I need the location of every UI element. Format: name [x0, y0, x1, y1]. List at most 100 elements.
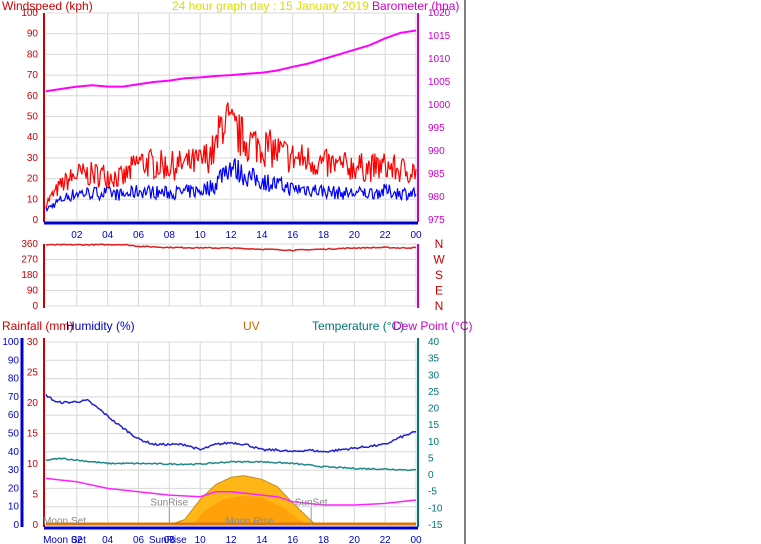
humidity-tick-label: 60 — [8, 410, 20, 421]
temperature-tick-label: 5 — [428, 453, 434, 464]
windspeed-tick-label: 100 — [21, 8, 38, 19]
hour-tick-label: 06 — [133, 535, 145, 544]
dewpoint-series-line — [45, 477, 417, 506]
barometer-series-line — [45, 29, 417, 93]
dewpoint-axis-title: Dew Point (°C) — [393, 319, 472, 333]
humidity-tick-label: 20 — [8, 483, 20, 494]
uv-axis-title: UV — [243, 319, 260, 333]
barometer-tick-label: 1020 — [428, 8, 451, 19]
temperature-tick-label: 10 — [428, 437, 440, 448]
moonrise-label: Moon Rise — [226, 516, 274, 527]
windspeed-tick-label: 20 — [27, 174, 39, 185]
rainfall-tick-label: 30 — [27, 337, 39, 348]
humidity-tick-label: 30 — [8, 465, 20, 476]
barometer-tick-label: 975 — [428, 215, 445, 226]
solar-core-area — [192, 495, 309, 525]
temperature-axis-title: Temperature (°C) — [312, 319, 404, 333]
windspeed-tick-label: 40 — [27, 132, 39, 143]
windspeed-tick-label: 50 — [27, 112, 39, 123]
humidity-tick-label: 10 — [8, 502, 20, 513]
barometer-axis-title: Barometer (hpa) — [372, 0, 459, 13]
barometer-tick-label: 990 — [428, 146, 445, 157]
barometer-tick-label: 1000 — [428, 100, 451, 111]
gust-series-line — [45, 102, 417, 209]
compass-label: N — [435, 237, 444, 251]
windspeed-axis-title: Windspeed (kph) — [2, 0, 93, 13]
hour-tick-label: 22 — [380, 535, 392, 544]
temperature-tick-label: -15 — [428, 520, 443, 531]
graph-title: 24 hour graph day : 15 January 2019 — [172, 0, 369, 13]
windspeed-tick-label: 10 — [27, 194, 39, 205]
temperature-tick-label: 25 — [428, 387, 440, 398]
hour-tick-label: 12 — [225, 230, 237, 241]
direction-series-line — [45, 243, 417, 252]
barometer-tick-label: 985 — [428, 169, 445, 180]
hour-tick-label: 18 — [318, 230, 330, 241]
rainfall-tick-label: 15 — [27, 429, 39, 440]
rainfall-tick-label: 0 — [32, 520, 38, 531]
temperature-tick-label: 35 — [428, 354, 440, 365]
humidity-tick-label: 70 — [8, 392, 20, 403]
rainfall-tick-label: 20 — [27, 398, 39, 409]
hour-tick-label: 20 — [349, 535, 361, 544]
temperature-humidity-plot: 0102030405060708090100051015202530-15-10… — [2, 337, 443, 544]
humidity-tick-label: 50 — [8, 429, 20, 440]
direction-tick-label: 180 — [21, 270, 38, 281]
temperature-tick-label: 20 — [428, 404, 440, 415]
temperature-tick-label: 30 — [428, 370, 440, 381]
temperature-tick-label: 0 — [428, 470, 434, 481]
hour-tick-label: 04 — [102, 230, 114, 241]
astro-label: SunSet — [295, 498, 328, 509]
hour-tick-label: 04 — [102, 535, 114, 544]
humidity-tick-label: 40 — [8, 447, 20, 458]
barometer-tick-label: 1005 — [428, 77, 451, 88]
barometer-tick-label: 1010 — [428, 54, 451, 65]
hour-tick-label: 10 — [195, 535, 207, 544]
humidity-tick-label: 80 — [8, 374, 20, 385]
hour-tick-label: 06 — [133, 230, 145, 241]
barometer-tick-label: 995 — [428, 123, 445, 134]
hour-tick-label: 16 — [287, 535, 299, 544]
temperature-tick-label: 40 — [428, 337, 440, 348]
humidity-series-line — [45, 393, 417, 453]
hour-tick-label: 02 — [71, 230, 83, 241]
temperature-tick-label: -10 — [428, 503, 443, 514]
rainfall-tick-label: 5 — [32, 490, 38, 501]
temperature-tick-label: -5 — [428, 487, 437, 498]
windspeed-tick-label: 30 — [27, 153, 39, 164]
windspeed-tick-label: 70 — [27, 70, 39, 81]
windspeed-tick-label: 60 — [27, 91, 39, 102]
hour-tick-label: 08 — [164, 230, 176, 241]
humidity-tick-label: 100 — [2, 337, 19, 348]
windspeed-tick-label: 80 — [27, 49, 39, 60]
hour-tick-label: 22 — [380, 230, 392, 241]
direction-tick-label: 90 — [27, 286, 39, 297]
rainfall-tick-label: 25 — [27, 368, 39, 379]
rainfall-tick-label: 10 — [27, 459, 39, 470]
direction-tick-label: 360 — [21, 239, 38, 250]
sunrise-axis-label: SunRise — [149, 535, 187, 544]
hour-tick-label: 14 — [256, 230, 268, 241]
hour-tick-label: 14 — [256, 535, 268, 544]
hour-tick-label: 00 — [410, 535, 422, 544]
rainfall-axis-title: Rainfall (mm) — [2, 319, 73, 333]
temperature-series-line — [45, 457, 417, 472]
windspeed-tick-label: 90 — [27, 29, 39, 40]
direction-tick-label: 0 — [32, 301, 38, 312]
hour-tick-label: 08 — [164, 535, 176, 544]
temperature-tick-label: 15 — [428, 420, 440, 431]
compass-label: N — [435, 299, 444, 313]
windspeed-series-line — [45, 158, 417, 213]
compass-label: S — [435, 268, 443, 282]
hour-tick-label: 02 — [71, 535, 83, 544]
compass-label: W — [433, 253, 445, 267]
hour-tick-label: 18 — [318, 535, 330, 544]
hour-tick-label: 10 — [195, 230, 207, 241]
windspeed-tick-label: 0 — [32, 215, 38, 226]
hour-tick-label: 20 — [349, 230, 361, 241]
barometer-tick-label: 1015 — [428, 31, 451, 42]
moonset-label: Moon Set — [43, 516, 86, 527]
